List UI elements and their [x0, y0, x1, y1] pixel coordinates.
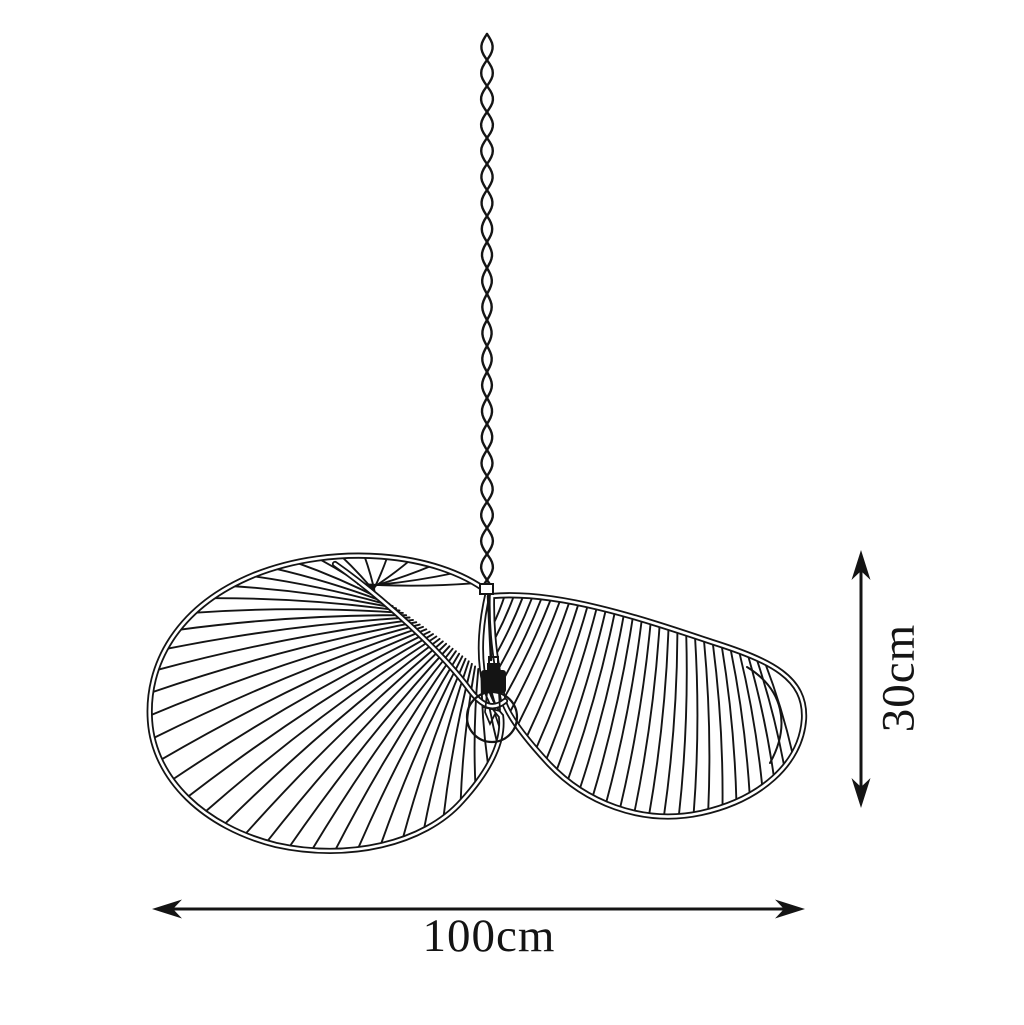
rib [265, 642, 448, 844]
rib [544, 606, 598, 762]
rib [534, 604, 589, 751]
lamp-shade [146, 552, 808, 854]
rib [499, 596, 543, 687]
rib [151, 625, 424, 740]
left-lobe-ribs [148, 554, 503, 852]
fold-edge-gap [333, 562, 507, 708]
rib [516, 600, 571, 727]
rib [738, 650, 764, 788]
rib [177, 614, 408, 631]
rib [210, 597, 401, 612]
cord-strand [479, 32, 495, 588]
rib [148, 623, 421, 717]
rib [243, 640, 444, 836]
rib [755, 657, 786, 768]
socket-cap [487, 663, 500, 672]
rib [633, 623, 661, 814]
width-dimension-arrow [152, 899, 805, 919]
arrowhead [152, 899, 182, 919]
rib [333, 650, 457, 852]
rib [555, 608, 607, 773]
left-lobe-rim-gap [148, 554, 503, 853]
rib [192, 608, 404, 614]
rib [473, 668, 480, 786]
arrowhead [851, 778, 871, 808]
rib [442, 662, 473, 819]
rib [164, 616, 411, 651]
light-bulb [465, 594, 519, 744]
rib [502, 597, 553, 701]
arrowhead [851, 550, 871, 580]
width-dimension-label: 100cm [422, 910, 556, 962]
rib [508, 598, 562, 715]
rib [170, 630, 431, 781]
height-dimension-arrow [851, 550, 871, 808]
rib [360, 572, 456, 588]
left-lobe-rim [146, 552, 505, 854]
rib [203, 635, 438, 814]
rib [578, 613, 625, 791]
rib [648, 626, 670, 817]
arrowhead [775, 899, 805, 919]
rib [702, 638, 711, 813]
right-tip-inner-line [746, 666, 783, 764]
rib [618, 621, 652, 810]
hanging-cord [479, 32, 495, 595]
rib [729, 647, 751, 796]
bulb-socket [481, 670, 506, 693]
rib [222, 637, 441, 826]
rib [746, 653, 775, 779]
rib [494, 594, 525, 657]
height-dimension-label: 30cm [872, 623, 925, 733]
cord-connector [479, 583, 494, 595]
rib [662, 629, 679, 818]
cord-strand [479, 32, 495, 588]
rib [692, 635, 699, 816]
rib [159, 628, 428, 762]
rib [604, 618, 643, 805]
bulb-drop-wire [486, 594, 493, 662]
rib [591, 615, 634, 799]
rib [566, 610, 616, 782]
bulb-filament [482, 692, 501, 727]
rib [720, 644, 738, 803]
rib [525, 602, 580, 739]
rib [287, 645, 451, 849]
rib [496, 595, 534, 672]
rib [379, 655, 464, 847]
rib [310, 647, 454, 852]
rib [459, 665, 477, 804]
rib [711, 641, 724, 808]
rib [677, 632, 688, 818]
rib [229, 585, 398, 610]
rib [150, 621, 418, 694]
rib [356, 652, 461, 851]
rib [185, 633, 434, 799]
right-lobe-ribs [491, 594, 794, 818]
rib [155, 618, 414, 672]
rib [401, 657, 467, 841]
rib [250, 575, 394, 608]
